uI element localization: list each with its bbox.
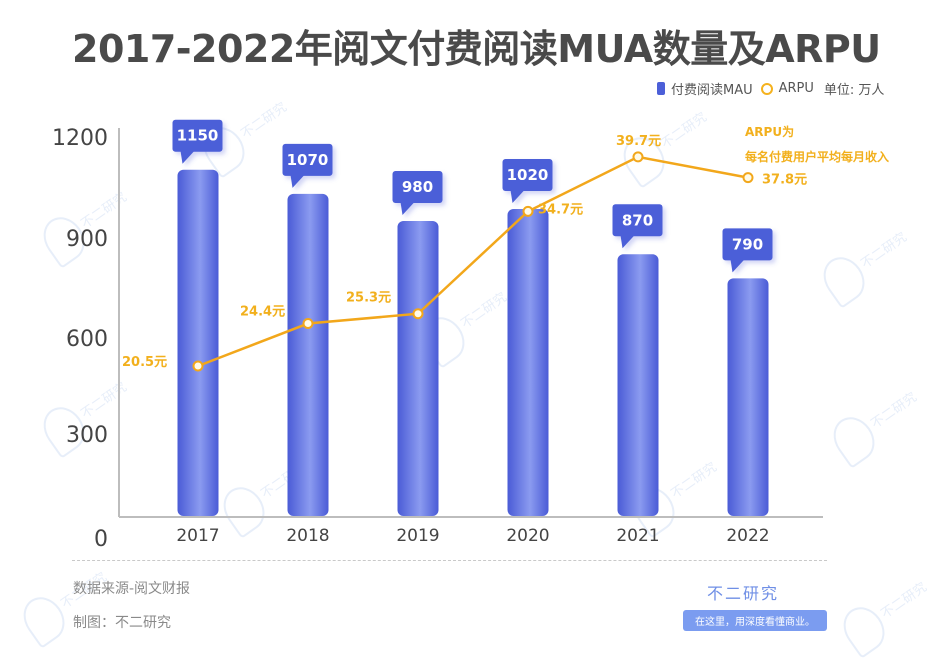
x-tick-label: 2020	[506, 526, 549, 546]
callout-box	[612, 204, 663, 237]
y-tick-label: 900	[66, 227, 108, 252]
arpu-value-label: 20.5元	[122, 355, 167, 370]
callout-box	[502, 158, 553, 191]
legend-bar-label: 付费阅读MAU	[671, 83, 753, 98]
bar	[507, 208, 549, 516]
x-tick-label: 2022	[726, 526, 769, 546]
unit-label: 单位: 万人	[823, 83, 885, 98]
legend: 付费阅读MAU ARPU 单位: 万人	[657, 79, 884, 98]
legend-bar-swatch	[657, 82, 665, 95]
bar-value-callout	[282, 143, 333, 188]
x-tick-label: 2018	[286, 526, 329, 546]
callout-pointer	[620, 235, 635, 249]
chart: 1150 1070 980 1020 870 790 20.5元 24.4元 25.3元 34.…	[52, 119, 823, 552]
arpu-line	[197, 155, 749, 368]
arpu-point	[742, 172, 754, 184]
callout-box	[392, 171, 443, 204]
bar	[177, 169, 219, 516]
legend-line-swatch	[760, 82, 773, 95]
arpu-value-label: 39.7元	[616, 134, 661, 149]
arpu-value-label: 37.8元	[762, 173, 807, 188]
y-tick-label: 0	[94, 527, 108, 552]
arpu-point	[302, 318, 314, 330]
brand-logo: 不二研究 在这里，用深度看懂商业。	[683, 580, 827, 631]
arpu-value-label: 25.3元	[346, 291, 391, 306]
bar	[287, 193, 329, 517]
callout-pointer	[290, 174, 305, 188]
bar-value-label: 980	[402, 178, 433, 196]
y-tick-label: 300	[66, 423, 108, 448]
bar-value-callout	[722, 228, 773, 273]
arpu-value-label: 34.7元	[538, 202, 583, 217]
x-tick-label: 2017	[176, 526, 219, 546]
arpu-note-line2: 每名付费用户平均每月收入	[745, 150, 890, 164]
callout-box	[722, 228, 773, 261]
brand-name: 不二研究	[706, 584, 779, 603]
callout-box	[172, 119, 223, 152]
chart-title: 2017-2022年阅文付费阅读MUA数量及ARPU	[72, 27, 881, 71]
footer-separator	[72, 560, 827, 561]
x-tick-label: 2019	[396, 526, 439, 546]
bar-value-callout	[172, 119, 223, 164]
bar-value-callout	[392, 171, 443, 216]
arpu-point	[192, 360, 204, 372]
y-tick-label: 600	[66, 327, 108, 352]
data-source: 数据来源-阅文财报	[73, 581, 191, 597]
callout-pointer	[400, 202, 415, 216]
arpu-point	[632, 151, 644, 163]
bar-value-callout	[502, 158, 553, 203]
bar-value-label: 870	[622, 211, 653, 229]
bar-value-callout	[612, 204, 663, 249]
bar-value-label: 790	[732, 235, 763, 253]
bar	[617, 254, 659, 516]
arpu-value-label: 24.4元	[240, 305, 285, 320]
brand-slogan: 在这里，用深度看懂商业。	[683, 610, 827, 631]
bar	[397, 221, 439, 517]
callout-pointer	[730, 259, 745, 273]
arpu-point	[412, 308, 424, 320]
arpu-note: ARPU为 每名付费用户平均每月收入	[745, 120, 889, 170]
callout-pointer	[510, 189, 525, 203]
bar-value-label: 1020	[507, 166, 549, 184]
bar-value-label: 1150	[177, 127, 219, 145]
arpu-note-line1: ARPU为	[745, 125, 795, 139]
legend-line-label: ARPU	[778, 81, 814, 96]
callout-box	[282, 143, 333, 176]
bar-value-label: 1070	[287, 151, 329, 169]
arpu-point	[522, 205, 534, 217]
chart-credit: 制图：不二研究	[73, 615, 171, 631]
y-tick-label: 1200	[52, 126, 108, 151]
callout-pointer	[180, 150, 195, 164]
bar	[727, 278, 769, 516]
x-tick-label: 2021	[616, 526, 659, 546]
